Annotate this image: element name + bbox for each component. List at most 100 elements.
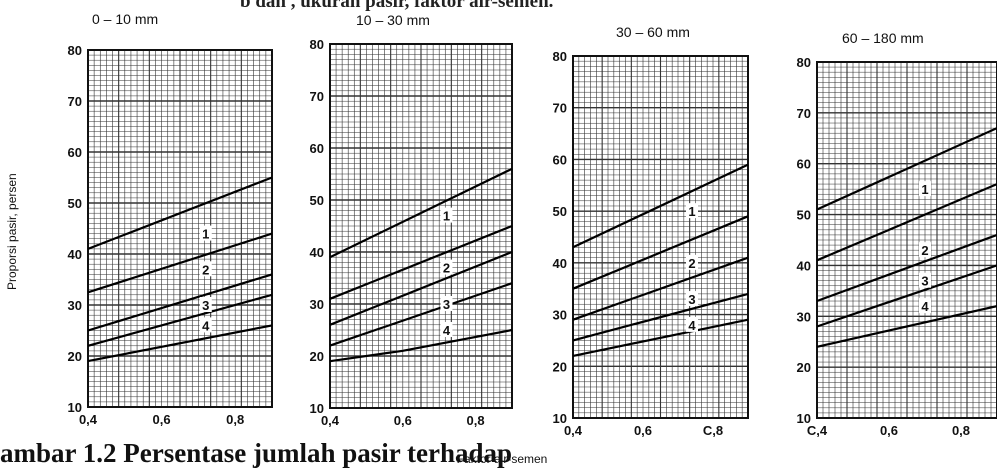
series-line-3 xyxy=(87,273,273,332)
y-tick-label: 50 xyxy=(310,193,324,208)
series-line-5 xyxy=(329,328,513,363)
series-line-1 xyxy=(329,167,513,259)
curve-label: 4 xyxy=(688,318,696,333)
plot-frame xyxy=(329,43,513,409)
series-line-4 xyxy=(816,264,997,328)
series-line-4 xyxy=(329,282,513,347)
y-tick-label: 70 xyxy=(68,94,82,109)
curve-label-bg xyxy=(686,316,698,332)
caption-bottom-fragment: ambar 1.2 Persentase jumlah pasir terhad… xyxy=(0,438,512,468)
curve-label-bg xyxy=(919,181,931,197)
series-line-3 xyxy=(816,233,997,303)
y-tick-label: 60 xyxy=(797,157,811,172)
y-tick-label: 80 xyxy=(553,49,567,64)
y-tick-label: 10 xyxy=(797,411,811,426)
y-tick-label: 10 xyxy=(553,411,567,426)
curve-label: 4 xyxy=(202,318,210,333)
series-line-3 xyxy=(329,250,513,326)
series-line-2 xyxy=(329,224,513,300)
chart-panel-3: 1 2 3 4 10 20 30 40 50 60 70 80 0,4 0,6 C,8 30 – 60 mm xyxy=(553,24,749,438)
curve-label-bg xyxy=(440,259,453,275)
x-tick-label: 0,4 xyxy=(564,423,583,438)
y-tick-label: 60 xyxy=(68,145,82,160)
y-tick-label: 20 xyxy=(68,349,82,364)
y-tick-label: 50 xyxy=(797,208,811,223)
y-tick-label: 80 xyxy=(310,37,324,52)
chart-panel-4: 1 2 3 4 10 20 30 40 50 60 70 80 C,4 0,6 0,8 60 – 180 mm xyxy=(797,30,997,438)
curve-label-bg xyxy=(440,207,453,223)
curve-label: 2 xyxy=(202,262,209,277)
curve-label-bg xyxy=(919,298,931,314)
plot-frame xyxy=(816,61,997,419)
y-tick-label: 20 xyxy=(553,359,567,374)
y-tick-label: 20 xyxy=(797,360,811,375)
caption-top-fragment: b dan , ukuran pasir, faktor air-semen. xyxy=(240,0,554,12)
plot-frame xyxy=(572,55,749,419)
series-line-5 xyxy=(816,305,997,348)
y-tick-label: 30 xyxy=(553,308,567,323)
curve-label: 1 xyxy=(443,209,450,224)
x-tick-label: 0,6 xyxy=(634,423,652,438)
curve-label-bg xyxy=(199,261,212,277)
x-tick-label: 0,8 xyxy=(467,413,485,428)
curve-label: 2 xyxy=(921,243,928,258)
curve-label-bg xyxy=(919,272,931,288)
x-tick-label: 0,6 xyxy=(880,423,898,438)
series-line-2 xyxy=(87,232,273,294)
curve-label: 2 xyxy=(443,261,450,276)
series-line-3 xyxy=(572,256,749,321)
x-tick-label: 0,4 xyxy=(321,413,340,428)
curve-label-bg xyxy=(199,297,212,312)
x-tick-label: C,8 xyxy=(703,423,723,438)
series-line-4 xyxy=(87,293,273,347)
y-tick-label: 60 xyxy=(310,141,324,156)
curve-label: 1 xyxy=(688,204,695,219)
curve-label-bg xyxy=(919,242,931,258)
y-tick-label: 50 xyxy=(553,204,567,219)
curve-label: 3 xyxy=(688,292,695,307)
y-tick-label: 30 xyxy=(797,309,811,324)
curve-label: 3 xyxy=(202,298,209,313)
chart-panel-1: 1 2 3 4 10 20 30 40 50 60 70 80 0,4 0,6 0,8 0 – 10 mm xyxy=(68,11,273,427)
curve-label-bg xyxy=(440,296,453,311)
y-tick-label: 70 xyxy=(553,101,567,116)
y-axis-label: Proporsi pasir, persen xyxy=(5,173,19,290)
series-line-1 xyxy=(572,163,749,249)
x-tick-label: 0,8 xyxy=(952,423,970,438)
series-line-2 xyxy=(572,215,749,290)
chart-title: 10 – 30 mm xyxy=(356,12,430,28)
x-axis-label: Faktor air-semen xyxy=(457,452,548,466)
series-line-4 xyxy=(572,292,749,342)
x-tick-label: 0,6 xyxy=(394,413,412,428)
y-tick-label: 30 xyxy=(310,297,324,312)
curve-label-bg xyxy=(199,317,212,333)
curve-label-bg xyxy=(686,254,698,270)
y-tick-label: 70 xyxy=(797,106,811,121)
y-tick-label: 10 xyxy=(310,401,324,416)
y-tick-label: 40 xyxy=(310,245,324,260)
curve-label: 4 xyxy=(921,299,929,314)
chart-title: 60 – 180 mm xyxy=(842,30,924,46)
x-tick-label: C,4 xyxy=(807,423,828,438)
y-tick-label: 70 xyxy=(310,89,324,104)
y-tick-label: 40 xyxy=(797,258,811,273)
y-tick-label: 40 xyxy=(68,247,82,262)
series-line-5 xyxy=(87,324,273,363)
series-line-1 xyxy=(816,127,997,211)
plot-frame xyxy=(87,49,273,408)
curve-label: 2 xyxy=(688,256,695,271)
x-tick-label: 0,6 xyxy=(153,412,171,427)
series-line-2 xyxy=(816,183,997,262)
curve-label: 4 xyxy=(443,323,451,338)
series-line-1 xyxy=(87,176,273,250)
series-line-5 xyxy=(572,318,749,357)
y-tick-label: 20 xyxy=(310,349,324,364)
curve-label: 3 xyxy=(921,274,928,289)
x-tick-label: 0,8 xyxy=(226,412,244,427)
curve-label-bg xyxy=(440,322,453,337)
y-tick-label: 10 xyxy=(68,400,82,415)
curve-label-bg xyxy=(686,291,698,307)
y-tick-label: 40 xyxy=(553,256,567,271)
x-tick-label: 0,4 xyxy=(79,412,98,427)
